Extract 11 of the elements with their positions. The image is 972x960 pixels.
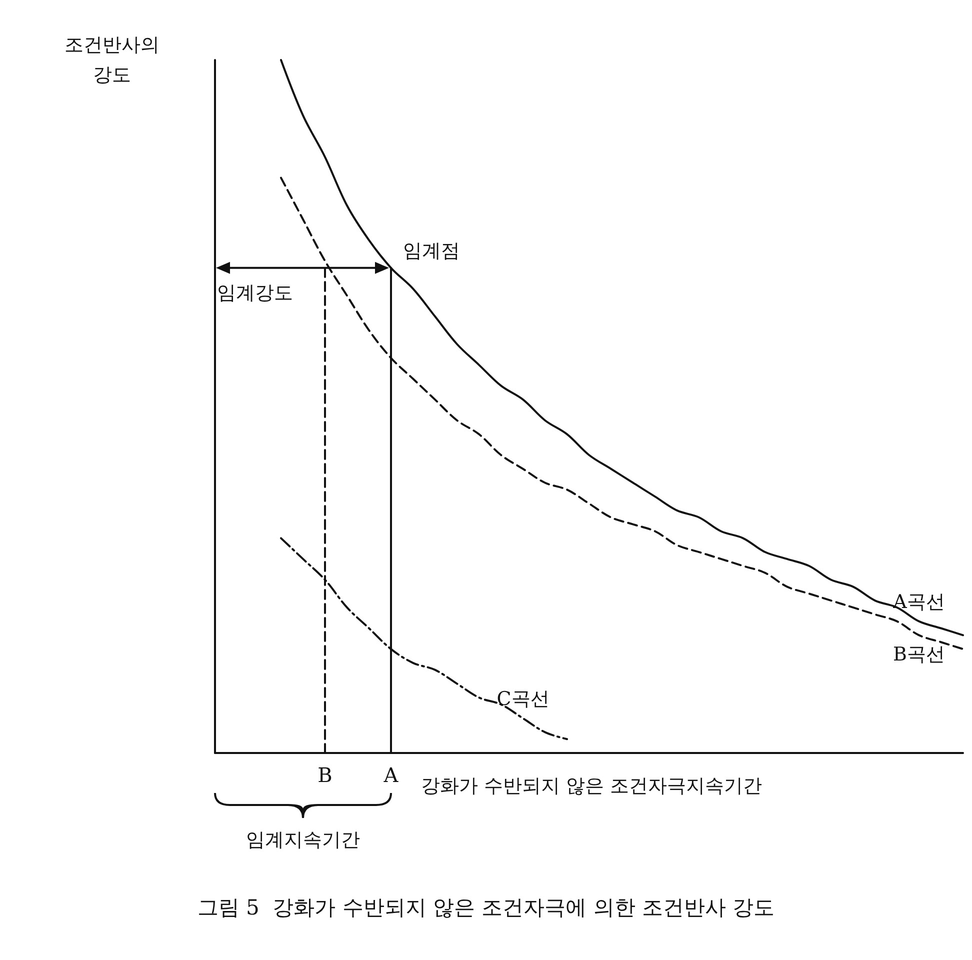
annotation: 임계점: [403, 238, 460, 264]
series-label: C곡선: [496, 688, 550, 710]
series-label: A곡선: [892, 590, 945, 613]
x-tick-label: B: [318, 763, 332, 787]
x-axis-title: 강화가 수반되지 않은 조건자극지속기간: [421, 774, 762, 799]
text: 그림 5 강화가 수반되지 않은 조건자극에 의한 조건반사 강도: [197, 896, 775, 920]
annotation: 임계강도: [217, 280, 293, 306]
y-axis-title: 조건반사의 강도: [64, 33, 160, 88]
text: 임계지속기간: [246, 828, 360, 853]
series-label: B곡선: [893, 644, 945, 666]
x-tick-label: A: [382, 763, 399, 787]
